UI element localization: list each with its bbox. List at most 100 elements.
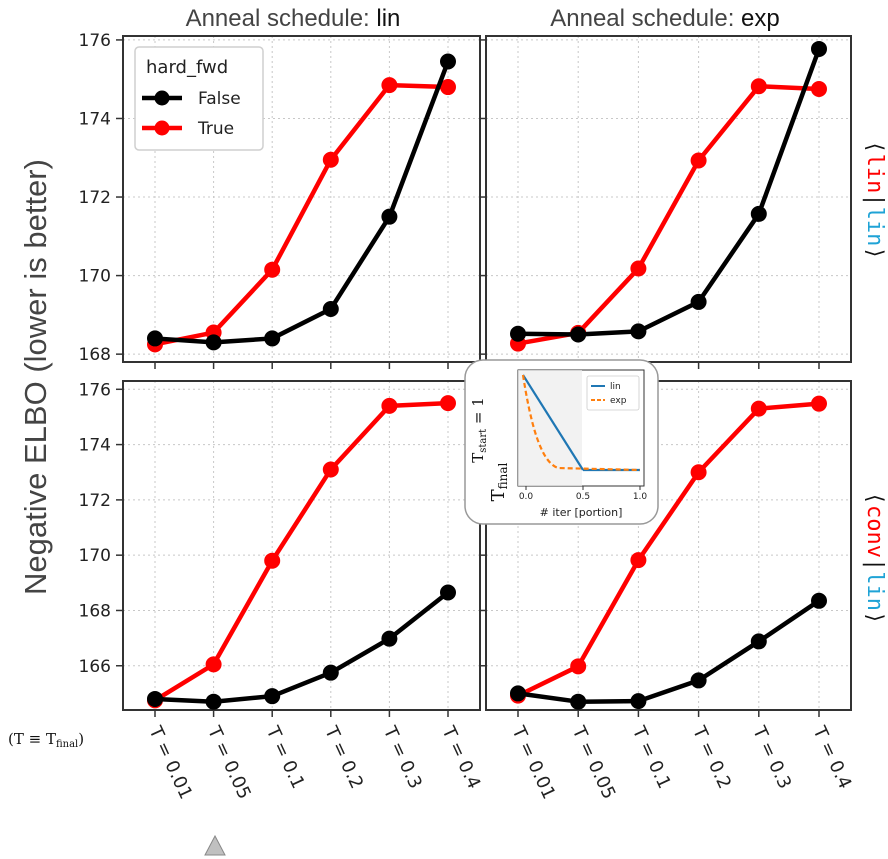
- x-tick-label: T = 0.05: [203, 722, 255, 802]
- data-point-false: [811, 40, 827, 57]
- data-point-false: [750, 633, 767, 650]
- data-point-false: [570, 326, 587, 343]
- inset-ylabel-top: Tstart = 1: [469, 397, 489, 463]
- legend-marker: [154, 90, 170, 106]
- data-point-true: [630, 260, 647, 277]
- series-line-true: [153, 400, 449, 703]
- data-point-true: [322, 151, 339, 168]
- data-point-false: [570, 693, 587, 710]
- data-point-true: [750, 400, 767, 417]
- legend-entry-true: True: [197, 119, 234, 139]
- series-line-false: [517, 48, 822, 337]
- data-point-true: [264, 261, 281, 278]
- data-point-false: [630, 693, 647, 710]
- x-tick-label: T = 0.2: [320, 722, 367, 792]
- data-point-false: [811, 592, 827, 609]
- data-point-true: [750, 78, 767, 95]
- x-tick-label: T = 0.3: [748, 722, 795, 792]
- svg-text:⟨lin|lin⟩: ⟨lin|lin⟩: [862, 140, 887, 259]
- data-point-false: [147, 330, 163, 347]
- panel-title-exp: Anneal schedule: exp: [550, 5, 780, 32]
- y-tick-label: 170: [79, 546, 111, 566]
- row-label-bottom: ⟨conv|lin⟩: [862, 492, 887, 624]
- x-tick-label: T = 0.4: [808, 722, 855, 792]
- y-tick-label: 168: [79, 345, 111, 365]
- legend-entry-false: False: [198, 89, 241, 109]
- y-tick-label: 168: [79, 601, 111, 621]
- data-point-false: [440, 584, 456, 601]
- data-point-false: [630, 323, 647, 340]
- row-label-top: ⟨lin|lin⟩: [862, 140, 887, 259]
- data-point-false: [381, 208, 398, 225]
- series-line-true: [517, 401, 820, 698]
- series-line-false: [517, 598, 821, 704]
- data-point-true: [205, 656, 222, 673]
- inset-legend-lin: lin: [610, 382, 621, 392]
- data-point-true: [811, 395, 827, 412]
- data-point-false: [510, 325, 526, 342]
- data-point-false: [690, 293, 707, 310]
- data-point-false: [440, 53, 456, 70]
- data-point-false: [381, 630, 398, 647]
- legend-title: hard_fwd: [146, 57, 228, 78]
- data-point-false: [264, 688, 281, 705]
- data-point-true: [440, 395, 456, 412]
- plot-frame: [485, 380, 852, 711]
- y-tick-label: 176: [79, 380, 111, 400]
- x-tick-label: T = 0.3: [378, 722, 425, 792]
- data-point-true: [690, 152, 707, 169]
- y-tick-label: 172: [79, 491, 111, 511]
- plot-frame: [122, 35, 481, 363]
- series-line-false: [154, 590, 450, 704]
- data-point-false: [205, 334, 222, 351]
- data-point-false: [147, 690, 163, 707]
- data-point-true: [381, 397, 398, 414]
- data-point-false: [690, 672, 707, 689]
- y-tick-label: 166: [79, 657, 111, 677]
- x-tick-label: T = 0.01: [144, 722, 196, 802]
- y-axis-label: Negative ELBO (lower is better): [18, 159, 53, 595]
- inset-schedule-plot: Tstart = 1 Tfinal 0.0 0.5 1.0 # iter [po…: [464, 359, 659, 525]
- x-tick-label: T = 0.05: [567, 722, 619, 802]
- legend-marker: [154, 120, 170, 136]
- series-line-false: [154, 60, 451, 345]
- plot-area: [486, 36, 851, 362]
- data-point-false: [750, 205, 767, 222]
- data-point-true: [440, 79, 456, 96]
- inset-xlabel: # iter [portion]: [540, 506, 623, 519]
- plot-frame: [485, 35, 852, 363]
- inset-legend-exp: exp: [610, 396, 627, 406]
- data-point-false: [264, 330, 281, 347]
- plot-frame: [122, 380, 481, 711]
- data-point-true: [381, 77, 398, 94]
- x-tick-label: T = 0.4: [437, 722, 484, 792]
- data-point-true: [811, 81, 827, 98]
- data-point-true: [322, 461, 339, 478]
- triangle-marker-icon: [204, 834, 226, 856]
- y-tick-label: 174: [79, 109, 111, 129]
- data-point-false: [322, 664, 339, 681]
- plot-area: [123, 381, 480, 710]
- inset-xtick-2: 1.0: [633, 492, 648, 502]
- legend: hard_fwd False True: [134, 46, 264, 151]
- inset-ylabel-bottom: Tfinal: [488, 462, 510, 501]
- y-tick-label: 174: [79, 436, 111, 456]
- data-point-true: [690, 464, 707, 481]
- data-point-false: [510, 685, 526, 702]
- y-tick-label: 170: [79, 267, 111, 287]
- data-point-true: [264, 552, 281, 569]
- inset-xtick-0: 0.0: [519, 492, 534, 502]
- svg-text:⟨conv|lin⟩: ⟨conv|lin⟩: [862, 492, 887, 624]
- data-point-false: [205, 693, 222, 710]
- y-tick-label: 172: [79, 188, 111, 208]
- data-point-true: [570, 658, 587, 675]
- series-line-true: [154, 82, 449, 347]
- x-axis-prefix: (T ≡ Tfinal): [8, 730, 84, 750]
- data-point-true: [630, 552, 647, 569]
- y-tick-label: 176: [79, 31, 111, 51]
- x-tick-label: T = 0.1: [261, 722, 308, 792]
- x-tick-label: T = 0.1: [627, 722, 674, 792]
- x-tick-label: T = 0.01: [507, 722, 559, 802]
- inset-xtick-1: 0.5: [576, 492, 590, 502]
